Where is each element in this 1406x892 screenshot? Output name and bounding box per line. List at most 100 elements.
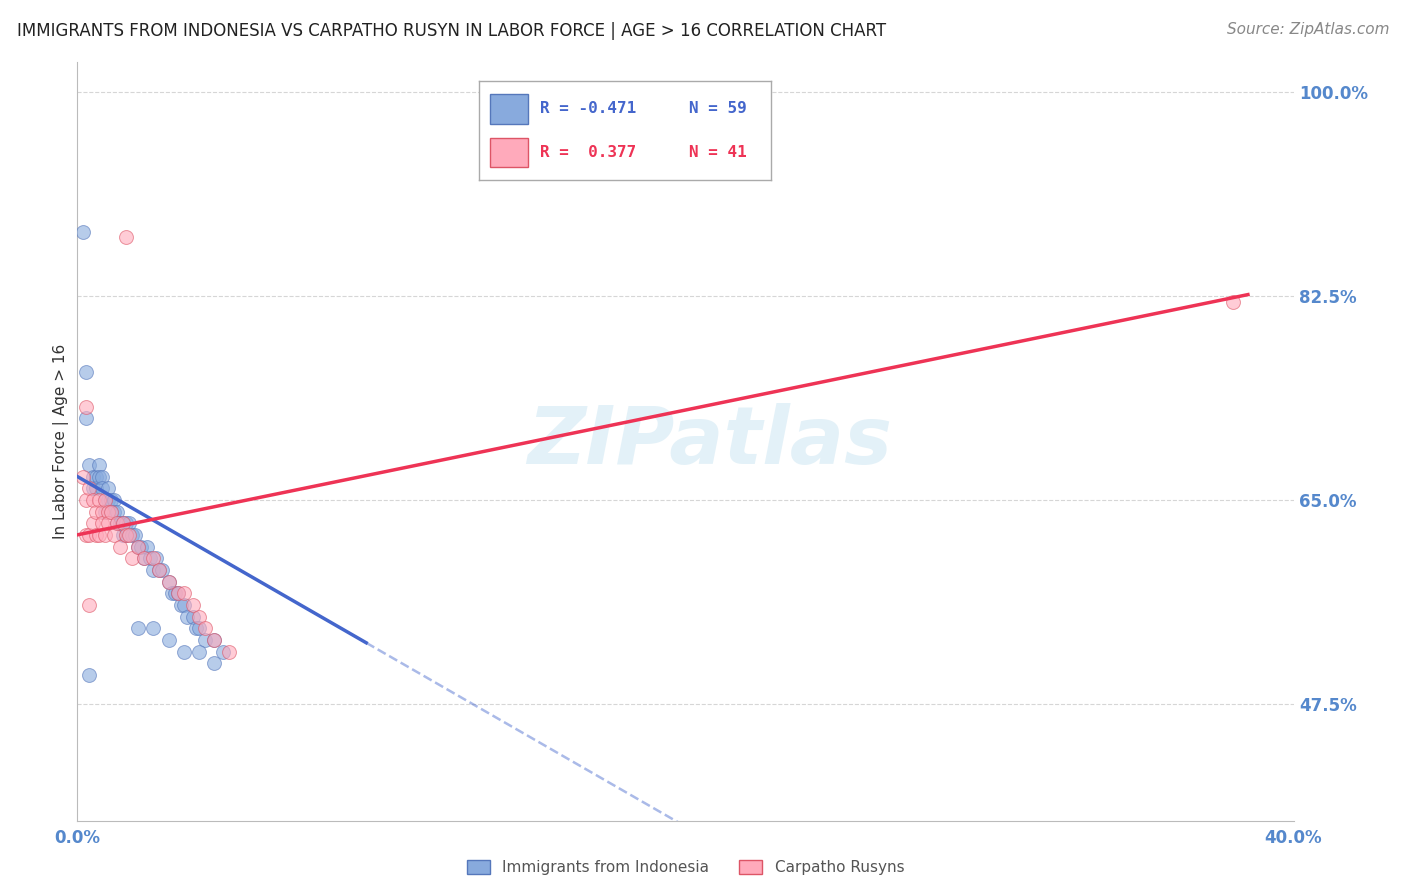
Point — [127, 540, 149, 554]
Point — [173, 586, 195, 600]
Point — [148, 563, 170, 577]
Point — [93, 504, 115, 518]
Point — [181, 598, 204, 612]
Point — [124, 528, 146, 542]
Point — [97, 481, 120, 495]
Point — [166, 586, 188, 600]
Point — [79, 668, 101, 682]
Point — [105, 504, 128, 518]
Point — [84, 469, 107, 483]
Point — [100, 504, 122, 518]
Point — [115, 516, 138, 531]
Legend: Immigrants from Indonesia, Carpatho Rusyns: Immigrants from Indonesia, Carpatho Rusy… — [461, 854, 910, 881]
Point — [115, 528, 138, 542]
Point — [194, 632, 217, 647]
Point — [84, 481, 107, 495]
Point — [82, 481, 104, 495]
Point — [188, 609, 211, 624]
Point — [136, 540, 159, 554]
Point — [111, 516, 134, 531]
Point — [82, 516, 104, 531]
Point — [115, 230, 138, 244]
Point — [103, 504, 125, 518]
Point — [75, 400, 97, 414]
Point — [103, 528, 125, 542]
Point — [90, 469, 112, 483]
Point — [194, 621, 217, 635]
Point — [142, 551, 165, 566]
Point — [111, 516, 134, 531]
Point — [127, 621, 149, 635]
Point — [188, 644, 211, 658]
Point — [1222, 294, 1244, 309]
Point — [173, 644, 195, 658]
Point — [157, 574, 180, 589]
Point — [129, 540, 152, 554]
Point — [87, 528, 110, 542]
Point — [157, 632, 180, 647]
Point — [163, 586, 186, 600]
Point — [202, 656, 225, 670]
Point — [75, 528, 97, 542]
Point — [87, 492, 110, 507]
Point — [218, 644, 240, 658]
Point — [93, 528, 115, 542]
Point — [160, 586, 183, 600]
Point — [72, 469, 94, 483]
Point — [118, 516, 141, 531]
Point — [181, 609, 204, 624]
Point — [87, 469, 110, 483]
Text: ZIPatlas: ZIPatlas — [527, 402, 893, 481]
Point — [84, 528, 107, 542]
Point — [111, 528, 134, 542]
Point — [166, 586, 188, 600]
Point — [202, 632, 225, 647]
Point — [103, 492, 125, 507]
Point — [87, 458, 110, 472]
Point — [105, 516, 128, 531]
Point — [93, 492, 115, 507]
Point — [79, 528, 101, 542]
Point — [121, 551, 143, 566]
Point — [152, 563, 174, 577]
Point — [142, 621, 165, 635]
Point — [115, 528, 138, 542]
Point — [105, 516, 128, 531]
Point — [93, 492, 115, 507]
Point — [108, 540, 131, 554]
Point — [127, 540, 149, 554]
Point — [90, 516, 112, 531]
Point — [202, 632, 225, 647]
Text: IMMIGRANTS FROM INDONESIA VS CARPATHO RUSYN IN LABOR FORCE | AGE > 16 CORRELATIO: IMMIGRANTS FROM INDONESIA VS CARPATHO RU… — [17, 22, 886, 40]
Point — [90, 481, 112, 495]
Point — [79, 458, 101, 472]
Point — [97, 504, 120, 518]
Point — [145, 551, 167, 566]
Point — [75, 365, 97, 379]
Point — [184, 621, 207, 635]
Point — [108, 516, 131, 531]
Text: Source: ZipAtlas.com: Source: ZipAtlas.com — [1226, 22, 1389, 37]
Point — [84, 504, 107, 518]
Point — [139, 551, 162, 566]
Point — [188, 621, 211, 635]
Point — [72, 225, 94, 239]
Point — [121, 528, 143, 542]
Point — [134, 551, 156, 566]
Point — [157, 574, 180, 589]
Point — [97, 492, 120, 507]
Point — [75, 411, 97, 425]
Point — [173, 598, 195, 612]
Point — [75, 492, 97, 507]
Point — [79, 481, 101, 495]
Point — [148, 563, 170, 577]
Y-axis label: In Labor Force | Age > 16: In Labor Force | Age > 16 — [53, 344, 69, 539]
Point — [90, 504, 112, 518]
Point — [79, 598, 101, 612]
Point — [118, 528, 141, 542]
Point — [100, 504, 122, 518]
Point — [176, 609, 198, 624]
Point — [82, 469, 104, 483]
Point — [212, 644, 235, 658]
Point — [100, 492, 122, 507]
